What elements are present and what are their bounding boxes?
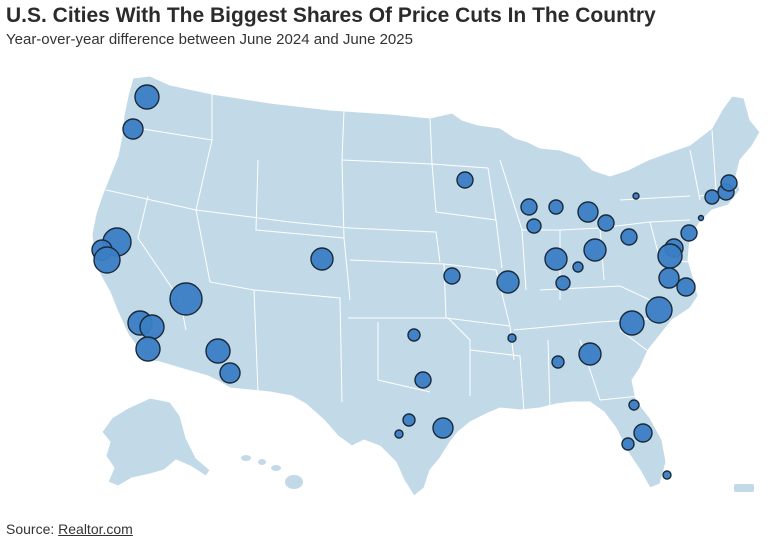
source-link[interactable]: Realtor.com [58,521,133,537]
bubble-chicago[interactable] [526,218,542,234]
bubble-san-antonio[interactable] [394,429,404,439]
bubble-pittsburgh[interactable] [620,228,638,246]
bubble-raleigh[interactable] [645,296,673,324]
bubble-hartford[interactable] [704,189,720,205]
bubble-buffalo[interactable] [632,192,640,200]
bubble-las-vegas[interactable] [169,282,203,316]
bubble-boston[interactable] [720,174,738,192]
bubble-seattle[interactable] [134,84,160,110]
bubble-houston[interactable] [432,417,454,439]
bubble-oklahoma-city[interactable] [407,328,421,342]
bubble-columbus[interactable] [583,238,607,262]
bubble-denver[interactable] [310,247,334,271]
bubble-portland[interactable] [122,118,144,140]
bubble-riverside[interactable] [139,314,165,340]
bubble-atlanta[interactable] [578,342,602,366]
alaska-shape [101,397,211,487]
city-bubbles [91,84,738,480]
bubble-st-louis[interactable] [496,270,520,294]
bubble-memphis[interactable] [507,333,517,343]
bubble-philadelphia[interactable] [680,224,698,242]
bubble-new-york[interactable] [697,214,705,222]
bubble-virginia-beach[interactable] [676,277,696,297]
bubble-san-jose[interactable] [93,246,121,274]
bubble-washington[interactable] [657,243,683,269]
bubble-detroit[interactable] [577,201,599,223]
hawaii-shape [241,455,303,489]
bubble-phoenix[interactable] [205,338,231,364]
bubble-cincinnati[interactable] [572,261,584,273]
bubble-minneapolis[interactable] [456,171,474,189]
bubble-miami[interactable] [662,470,672,480]
bubble-jacksonville[interactable] [628,399,640,411]
bubble-tampa[interactable] [621,437,635,451]
bubble-milwaukee[interactable] [520,198,538,216]
contiguous-us-shape [91,75,761,497]
puerto-rico-shape [734,484,754,492]
bubble-cleveland[interactable] [597,214,615,232]
bubble-grand-rapids[interactable] [548,199,564,215]
map-subtitle: Year-over-year difference between June 2… [6,31,413,48]
bubble-richmond[interactable] [658,267,680,289]
bubble-kansas-city[interactable] [443,267,461,285]
bubble-tucson[interactable] [219,362,241,384]
bubble-indianapolis[interactable] [544,247,568,271]
bubble-orlando[interactable] [633,423,653,443]
bubble-louisville[interactable] [555,275,571,291]
bubble-charlotte[interactable] [619,310,645,336]
bubble-san-diego[interactable] [135,336,161,362]
bubble-birmingham[interactable] [551,355,565,369]
map-title: U.S. Cities With The Biggest Shares Of P… [6,4,656,27]
bubble-dallas[interactable] [414,371,432,389]
bubble-austin[interactable] [402,413,416,427]
source-label: Source: [6,521,55,537]
source-note: Source: Realtor.com [6,521,133,537]
